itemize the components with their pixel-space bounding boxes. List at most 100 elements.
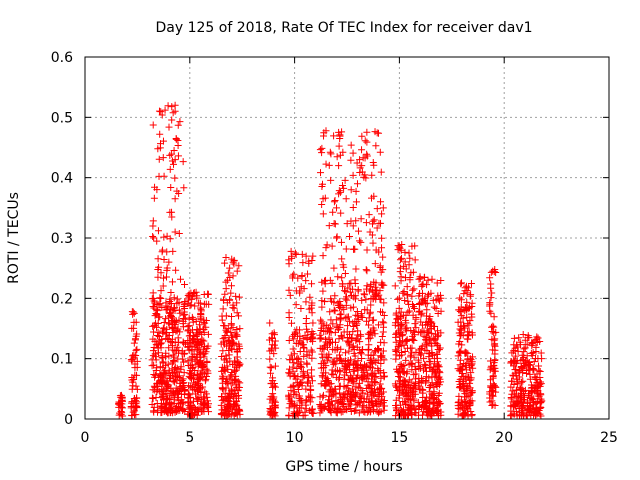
data-point bbox=[235, 361, 243, 369]
data-point bbox=[433, 383, 441, 391]
data-point bbox=[428, 408, 436, 416]
data-point bbox=[376, 148, 384, 156]
data-point bbox=[200, 363, 208, 371]
data-point bbox=[457, 331, 465, 339]
data-point bbox=[172, 346, 180, 354]
data-point bbox=[154, 255, 162, 263]
data-point bbox=[178, 400, 186, 408]
data-point bbox=[157, 294, 165, 302]
data-point bbox=[519, 331, 527, 339]
data-point bbox=[188, 342, 196, 350]
data-point bbox=[165, 123, 173, 131]
data-point bbox=[163, 325, 171, 333]
data-point bbox=[266, 319, 274, 327]
data-point bbox=[359, 346, 367, 354]
data-point bbox=[431, 369, 439, 377]
data-point bbox=[288, 254, 296, 262]
data-point bbox=[529, 364, 537, 372]
data-point bbox=[418, 401, 426, 409]
data-point bbox=[180, 311, 188, 319]
data-point bbox=[486, 274, 494, 282]
data-point bbox=[490, 336, 498, 344]
data-point bbox=[401, 378, 409, 386]
data-point bbox=[537, 378, 545, 386]
data-point bbox=[285, 336, 293, 344]
data-point bbox=[328, 279, 336, 287]
data-point bbox=[298, 382, 306, 390]
x-tick-label: 10 bbox=[286, 430, 304, 446]
data-point bbox=[486, 398, 494, 406]
data-point bbox=[459, 369, 467, 377]
data-point bbox=[396, 410, 404, 418]
data-point bbox=[433, 401, 441, 409]
data-point bbox=[154, 344, 162, 352]
data-point bbox=[319, 180, 327, 188]
data-point bbox=[303, 348, 311, 356]
data-point bbox=[227, 289, 235, 297]
data-point bbox=[527, 349, 535, 357]
data-point bbox=[466, 391, 474, 399]
data-point bbox=[355, 399, 363, 407]
data-point bbox=[300, 285, 308, 293]
data-point bbox=[329, 320, 337, 328]
data-point bbox=[408, 349, 416, 357]
data-point bbox=[405, 261, 413, 269]
data-point bbox=[380, 339, 388, 347]
data-point bbox=[428, 342, 436, 350]
data-point bbox=[180, 350, 188, 358]
data-point bbox=[454, 402, 462, 410]
data-point bbox=[380, 299, 388, 307]
data-point bbox=[269, 390, 277, 398]
data-point bbox=[404, 291, 412, 299]
data-point bbox=[193, 395, 201, 403]
data-point bbox=[376, 287, 384, 295]
data-point bbox=[410, 285, 418, 293]
data-point bbox=[376, 308, 384, 316]
data-point bbox=[236, 407, 244, 415]
data-point bbox=[370, 407, 378, 415]
data-point bbox=[393, 383, 401, 391]
data-point bbox=[302, 385, 310, 393]
data-point bbox=[177, 396, 185, 404]
data-point bbox=[463, 289, 471, 297]
data-point bbox=[402, 337, 410, 345]
data-point bbox=[349, 171, 357, 179]
data-point bbox=[156, 300, 164, 308]
data-point bbox=[325, 336, 333, 344]
data-point bbox=[132, 400, 140, 408]
data-point bbox=[186, 374, 194, 382]
data-point bbox=[362, 296, 370, 304]
data-point bbox=[434, 406, 442, 414]
data-point bbox=[404, 388, 412, 396]
data-point bbox=[308, 409, 316, 417]
data-point bbox=[176, 309, 184, 317]
data-point bbox=[366, 329, 374, 337]
data-point bbox=[303, 336, 311, 344]
data-point bbox=[305, 374, 313, 382]
data-point bbox=[159, 358, 167, 366]
y-axis-title: ROTI / TECUs bbox=[6, 192, 22, 284]
y-tick-label: 0.4 bbox=[51, 171, 73, 187]
data-point bbox=[338, 274, 346, 282]
data-point bbox=[518, 385, 526, 393]
data-point-peak bbox=[171, 156, 179, 164]
data-point bbox=[156, 294, 164, 302]
data-point bbox=[351, 295, 359, 303]
data-point bbox=[222, 395, 230, 403]
data-point bbox=[308, 377, 316, 385]
data-point bbox=[168, 103, 176, 111]
data-point bbox=[338, 128, 346, 136]
data-point bbox=[360, 290, 368, 298]
data-point bbox=[363, 267, 371, 275]
data-point bbox=[347, 279, 355, 287]
data-point bbox=[411, 305, 419, 313]
data-point bbox=[153, 301, 161, 309]
data-point bbox=[369, 220, 377, 228]
data-point bbox=[218, 316, 226, 324]
data-point bbox=[167, 339, 175, 347]
data-point bbox=[427, 325, 435, 333]
data-point bbox=[529, 399, 537, 407]
data-point bbox=[375, 409, 383, 417]
data-point bbox=[433, 279, 441, 287]
data-point bbox=[130, 407, 138, 415]
